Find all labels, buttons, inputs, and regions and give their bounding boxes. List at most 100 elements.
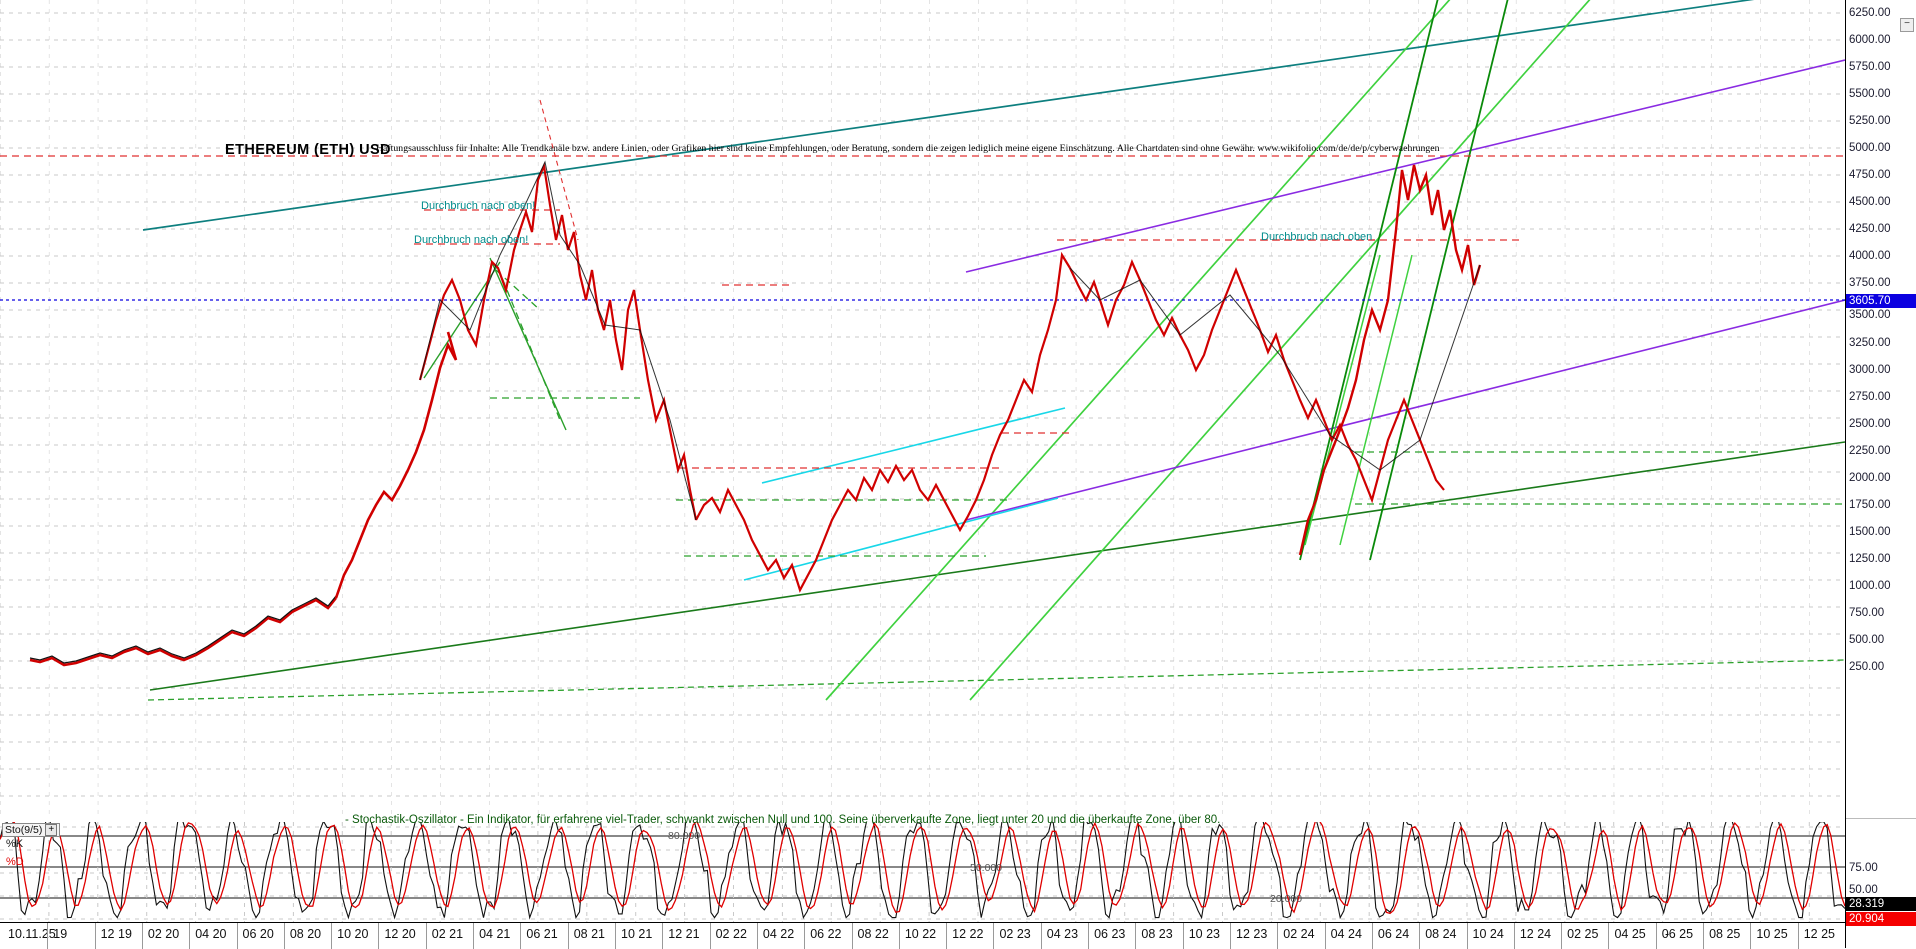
annotation-breakout-1: Durchbruch nach oben! (421, 200, 536, 212)
price-tick: 5000.00 (1849, 142, 1891, 154)
stochastic-pane[interactable]: Sto(9/5) + %K %D (0, 822, 1845, 922)
date-tick-separator (520, 923, 522, 949)
stoch-tick: 50.00 (1849, 884, 1878, 896)
price-tick: 250.00 (1849, 661, 1885, 673)
date-tick: 06 25 (1661, 927, 1694, 941)
red-dashed-resistance (0, 155, 1845, 469)
red-dashed-steep (539, 99, 579, 241)
indicator-name: Sto(9/5) (5, 824, 43, 836)
date-tick-separator (1561, 923, 1563, 949)
date-tick-separator (189, 923, 191, 949)
bright-green-channel (825, 0, 1591, 701)
date-tick: 06 21 (526, 927, 558, 941)
stoch-level-50: 50.000 (970, 862, 1003, 874)
price-tick: 2500.00 (1849, 418, 1891, 430)
annotation-breakout-3: Durchbruch nach oben (1261, 231, 1373, 243)
annotation-stochastic-explainer: - Stochastik-Oszillator - Ein Indikator,… (345, 814, 1221, 826)
price-tick: 750.00 (1849, 607, 1885, 619)
date-tick: 02 20 (147, 927, 180, 941)
date-tick-separator (1513, 923, 1515, 949)
price-tick: 3500.00 (1849, 309, 1891, 321)
price-chart-pane[interactable]: ETHEREUM (ETH) USD Haftungsausschluss fü… (0, 0, 1845, 818)
date-tick: 06 24 (1377, 927, 1410, 941)
date-tick-separator (946, 923, 948, 949)
date-tick: 10 24 (1472, 927, 1504, 941)
date-tick-separator (473, 923, 475, 949)
price-tick: 2250.00 (1849, 445, 1891, 457)
date-tick-separator (1182, 923, 1184, 949)
date-tick-separator (1135, 923, 1137, 949)
date-tick: 12 21 (668, 927, 700, 941)
date-tick: 08 23 (1141, 927, 1173, 941)
price-tick: 500.00 (1849, 634, 1885, 646)
date-tick-separator (756, 923, 758, 949)
price-tick: 5500.00 (1849, 88, 1891, 100)
price-tick: 6250.00 (1849, 7, 1891, 19)
stoch-k-tag: 28.319 (1846, 897, 1916, 911)
date-tick-separator (1797, 923, 1799, 949)
price-tick: 5250.00 (1849, 115, 1891, 127)
date-tick-separator (709, 923, 711, 949)
date-tick: 06 20 (242, 927, 274, 941)
teal-uptrend-line (142, 0, 1755, 231)
price-tick: 4000.00 (1849, 250, 1891, 262)
date-tick: 10.11.25 (8, 927, 56, 941)
price-tick: 1250.00 (1849, 553, 1891, 565)
date-tick: 10 22 (904, 927, 937, 941)
date-tick-separator (804, 923, 806, 949)
violet-channel (965, 59, 1845, 521)
date-tick-separator (1230, 923, 1231, 949)
date-tick-separator (1040, 923, 1042, 949)
collapse-icon[interactable]: − (1900, 18, 1914, 32)
date-tick-separator (851, 923, 853, 949)
date-tick-separator (47, 923, 49, 949)
price-tick: 1500.00 (1849, 526, 1891, 538)
price-tick: 3750.00 (1849, 277, 1891, 289)
date-tick: 02 22 (715, 927, 747, 941)
date-axis-end-marker: - (1665, 927, 1670, 941)
date-tick: 08 24 (1425, 927, 1457, 941)
date-tick-separator (236, 923, 238, 949)
date-tick: 04 24 (1330, 927, 1362, 941)
price-tick: 3250.00 (1849, 337, 1891, 349)
disclaimer-text: Haftungsausschluss für Inhalte: Alle Tre… (376, 143, 1440, 154)
date-tick-separator (615, 923, 616, 949)
date-tick: 08 20 (289, 927, 322, 941)
cyan-channel (743, 407, 1066, 581)
date-tick: 10 21 (621, 927, 653, 941)
indicator-series-k: %K (6, 838, 24, 850)
current-price-tag: 3605.70 (1846, 294, 1916, 308)
date-tick: 04 23 (1046, 927, 1079, 941)
indicator-series-d: %D (6, 856, 24, 868)
price-series-wicks (419, 160, 1481, 521)
date-tick: 08 21 (573, 927, 605, 941)
date-tick-separator (1703, 923, 1705, 949)
page-title: ETHEREUM (ETH) USD (225, 142, 391, 158)
date-tick-separator (283, 923, 285, 949)
date-tick-separator (1466, 923, 1468, 949)
date-tick-separator (331, 923, 333, 949)
date-axis[interactable]: 10.11.25 19 12 19 02 20 04 20 06 20 08 20 10 20… (0, 922, 1845, 949)
date-tick: 04 20 (195, 927, 227, 941)
stoch-level-80: 80.000 (668, 830, 701, 842)
date-tick-separator (1608, 923, 1610, 949)
price-axis[interactable]: 6250.00 6000.00 5750.00 5500.00 5250.00 … (1845, 0, 1916, 948)
price-chart-svg (0, 0, 1845, 818)
date-tick: 12 23 (1236, 927, 1268, 941)
date-tick-separator (898, 923, 900, 949)
date-tick-separator (1371, 923, 1373, 949)
date-tick-separator (1419, 923, 1421, 949)
date-tick-separator (662, 923, 664, 949)
date-tick: 12 19 (100, 927, 132, 941)
date-tick-separator (141, 923, 143, 949)
date-tick: 02 21 (431, 927, 464, 941)
indicator-expand-icon[interactable]: + (45, 824, 58, 837)
indicator-name-box[interactable]: Sto(9/5) + (2, 823, 61, 838)
price-tick: 4250.00 (1849, 223, 1891, 235)
date-tick-separator (1277, 923, 1279, 949)
stoch-d-tag: 20.904 (1846, 912, 1916, 926)
date-tick: 10 20 (337, 927, 369, 941)
date-tick-separator (1655, 923, 1657, 949)
annotation-breakout-2: Durchbruch nach oben! (414, 234, 529, 246)
vgrid-stoch (48, 822, 1810, 922)
